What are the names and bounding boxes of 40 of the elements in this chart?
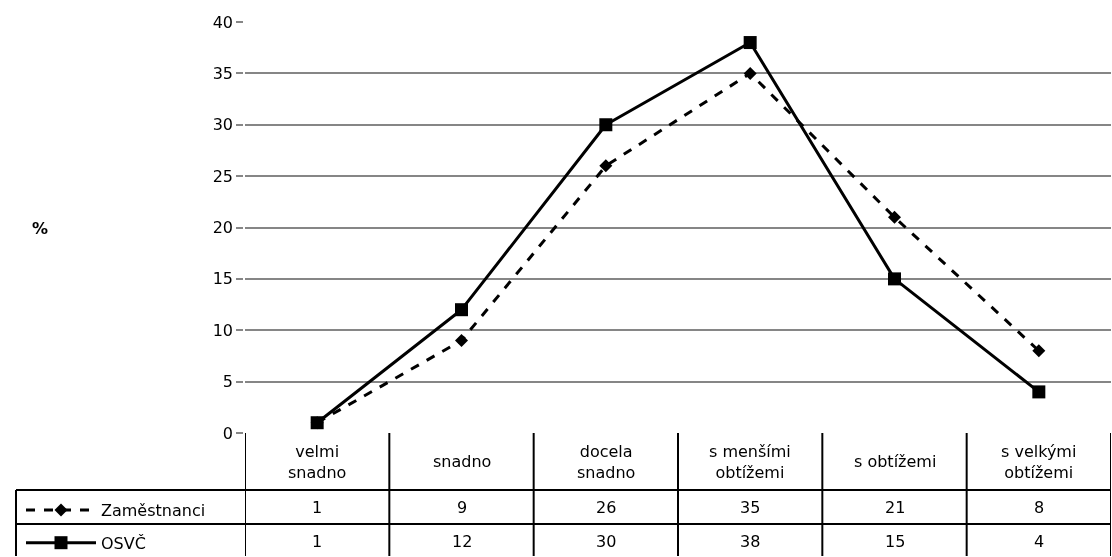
x-tick-label: s obtížemi <box>854 452 937 471</box>
point <box>455 334 468 348</box>
data-label: 30 <box>596 532 617 551</box>
y-tick-label: 40 <box>212 12 234 32</box>
data-label: 9 <box>457 498 468 517</box>
x-tick-label: snadno <box>433 452 492 471</box>
y-tick-label: 10 <box>212 320 234 340</box>
point <box>743 66 757 80</box>
y-tick-label: 20 <box>212 218 234 238</box>
data-label: 38 <box>740 532 761 551</box>
data-label: 21 <box>885 498 906 517</box>
point <box>599 118 613 132</box>
point <box>743 36 757 50</box>
y-tick-label: 25 <box>212 166 234 186</box>
point <box>455 303 468 317</box>
data-label: 1 <box>312 498 323 517</box>
point <box>888 272 901 286</box>
data-label: 35 <box>740 498 761 517</box>
data-label: 8 <box>1034 498 1045 517</box>
y-tick-label: 15 <box>212 269 234 289</box>
legend-label: Zaměstnanci <box>101 501 206 521</box>
x-tick-label: s menšími obtížemi <box>709 442 791 482</box>
data-label: 15 <box>885 532 906 551</box>
x-tick-label: docela snadno <box>577 442 636 482</box>
y-tick-label: 35 <box>212 63 234 83</box>
y-tick-label: 30 <box>212 115 234 135</box>
text: % <box>32 219 49 238</box>
point <box>888 210 901 224</box>
point <box>599 159 613 173</box>
x-tick-label: velmi snadno <box>288 442 347 482</box>
legend-label: OSVČ <box>101 533 146 553</box>
point <box>1032 344 1046 358</box>
y-tick-label: 0 <box>222 423 234 443</box>
y-tick-label: 5 <box>222 372 234 392</box>
data-label: 4 <box>1034 532 1045 551</box>
data-label: 1 <box>312 532 323 551</box>
data-label: 12 <box>452 532 473 551</box>
data-label: 26 <box>596 498 617 517</box>
point <box>1032 385 1046 399</box>
x-tick-label: s velkými obtížemi <box>1001 442 1077 482</box>
